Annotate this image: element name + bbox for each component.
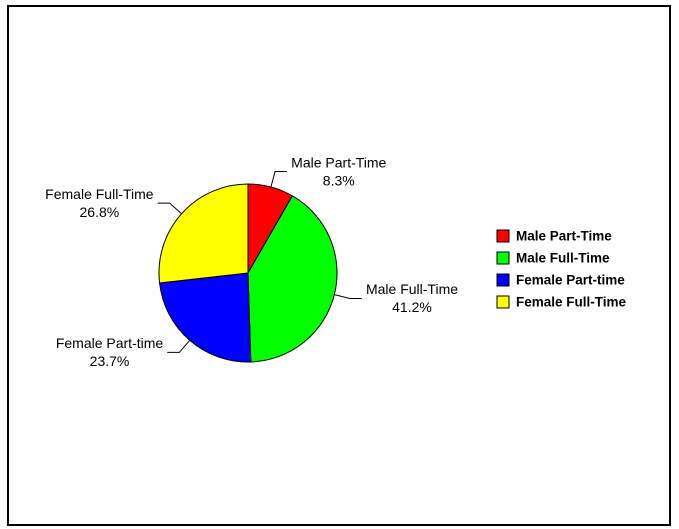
legend-swatch (496, 295, 510, 309)
leader-line (167, 339, 191, 353)
slice-value-label: 41.2% (392, 299, 432, 315)
slice-label: Male Part-Time (291, 154, 386, 170)
slice-label: Female Full-Time (45, 186, 154, 202)
legend-label: Male Part-Time (516, 229, 612, 244)
leader-line (157, 202, 182, 215)
legend-label: Male Full-Time (516, 251, 610, 266)
legend-swatch (496, 273, 510, 287)
leader-line (270, 171, 288, 188)
leader-line (334, 294, 362, 299)
pie-slice (159, 272, 252, 363)
chart-frame (7, 5, 671, 526)
legend-label: Female Part-time (516, 273, 625, 288)
slice-value-label: 26.8% (80, 204, 120, 220)
legend-label: Female Full-Time (516, 295, 627, 310)
slice-value-label: 23.7% (90, 353, 130, 369)
slice-label: Male Full-Time (366, 281, 458, 297)
legend-swatch (496, 229, 510, 243)
slice-value-label: 8.3% (323, 172, 355, 188)
pie-slice (247, 195, 338, 363)
slice-label: Female Part-time (56, 335, 164, 351)
legend-swatch (496, 251, 510, 265)
pie-slice (158, 183, 249, 284)
